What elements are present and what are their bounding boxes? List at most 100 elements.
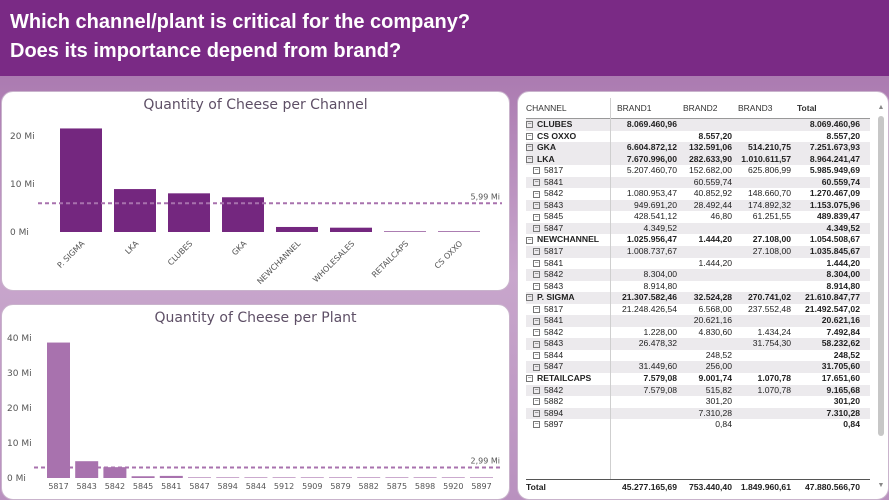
matrix-header-total[interactable]: Total [797, 103, 817, 113]
matrix-plant-row[interactable]: −5842 1.080.953,47 40.852,92 148.660,70 1.27… [526, 188, 870, 200]
matrix-header-row[interactable]: CHANNEL BRAND1 BRAND2 BRAND3 Total [526, 98, 870, 119]
expand-icon[interactable]: − [533, 305, 540, 313]
expand-icon[interactable]: − [526, 121, 533, 129]
expand-icon[interactable]: − [533, 202, 540, 210]
report-header: Which channel/plant is critical for the … [0, 0, 889, 76]
matrix-header-brand2[interactable]: BRAND2 [683, 103, 718, 113]
expand-icon[interactable]: − [526, 144, 533, 152]
matrix-plant-row[interactable]: −5894 7.310,28 7.310,28 [526, 407, 870, 420]
matrix-cell-total: 31.705,60 [821, 361, 860, 372]
matrix-plant-row[interactable]: −5847 31.449,60 256,00 31.705,60 [526, 361, 870, 374]
expand-icon[interactable]: − [533, 248, 540, 256]
expand-icon[interactable]: − [533, 259, 540, 267]
plant-chart-panel[interactable]: Quantity of Cheese per Plant 0 Mi 10 Mi 20… [1, 304, 510, 500]
matrix-plant-row[interactable]: −5847 4.349,52 4.349,52 [526, 222, 870, 235]
matrix-plant-row[interactable]: −5841 20.621,16 20.621,16 [526, 315, 870, 327]
expand-icon[interactable]: − [526, 132, 533, 140]
bar-cs-oxxo[interactable] [438, 231, 480, 232]
expand-icon[interactable]: − [533, 363, 540, 371]
matrix-channel-row[interactable]: − LKA 7.670.996,00 282.633,90 1.010.611,57 8.… [526, 153, 870, 166]
matrix-plant-row[interactable]: −5843 8.914,80 8.914,80 [526, 281, 870, 293]
bar-5845[interactable] [131, 476, 155, 478]
matrix-plant-row[interactable]: −5841 60.559,74 60.559,74 [526, 176, 870, 189]
bar-5843[interactable] [75, 461, 99, 478]
matrix-header-brand1[interactable]: BRAND1 [617, 103, 652, 113]
expand-icon[interactable]: − [533, 271, 540, 279]
matrix-cell-brand2: 6.568,00 [698, 303, 732, 314]
matrix-channel-row[interactable]: − RETAILCAPS 7.579,08 9.001,74 1.070,78 17.65… [526, 373, 870, 385]
expand-icon[interactable]: − [533, 329, 540, 337]
expand-icon[interactable]: − [533, 282, 540, 290]
bar-5844[interactable] [244, 477, 268, 478]
bar-newchannel[interactable] [276, 226, 318, 232]
bar-5894[interactable] [216, 477, 240, 478]
x-tick-label: 5842 [105, 482, 125, 491]
matrix-channel-row[interactable]: − GKA 6.604.872,12 132.591,06 514.210,75 7.25… [526, 142, 870, 154]
expand-icon[interactable]: − [533, 225, 540, 233]
expand-icon[interactable]: − [533, 398, 540, 406]
matrix-plant-row[interactable]: −5841 1.444,20 1.444,20 [526, 258, 870, 270]
matrix-plant-row[interactable]: −5842 1.228,00 4.830,60 1.434,24 7.492,84 [526, 327, 870, 339]
expand-icon[interactable]: − [533, 213, 540, 221]
matrix-plant-row[interactable]: −5844 248,52 248,52 [526, 350, 870, 362]
matrix-plant-row[interactable]: −5882 301,20 301,20 [526, 396, 870, 408]
bar-5817[interactable] [47, 342, 70, 478]
expand-icon[interactable]: − [533, 178, 540, 186]
scroll-up-arrow-icon[interactable]: ▲ [877, 104, 885, 111]
expand-icon[interactable]: − [533, 340, 540, 348]
bar-5909[interactable] [300, 477, 324, 478]
bar-5842[interactable] [103, 467, 127, 478]
bar-5898[interactable] [413, 477, 437, 478]
x-tick-label: 5845 [133, 482, 153, 491]
bar-5875[interactable] [385, 477, 409, 478]
bar-5879[interactable] [329, 477, 352, 478]
bar-p-sigma[interactable] [60, 128, 102, 232]
bar-5920[interactable] [441, 477, 465, 478]
bar-5882[interactable] [357, 477, 381, 478]
matrix-plant-row[interactable]: −5842 8.304,00 8.304,00 [526, 269, 870, 281]
matrix-row-label: − CLUBES [526, 119, 611, 131]
expand-icon[interactable]: − [533, 167, 540, 175]
matrix-scrollbar[interactable] [878, 116, 884, 436]
matrix-plant-row[interactable]: −5843 26.478,32 31.754,30 58.232,62 [526, 338, 870, 350]
scroll-down-arrow-icon[interactable]: ▼ [877, 482, 885, 489]
expand-icon[interactable]: − [526, 375, 533, 383]
bar-wholesales[interactable] [330, 227, 372, 232]
matrix-channel-row[interactable]: − CLUBES 8.069.460,96 8.069.460,96 [526, 119, 870, 131]
matrix-channel-row[interactable]: − P. SIGMA 21.307.582,46 32.524,28 270.741,0… [526, 292, 870, 304]
matrix-plant-row[interactable]: −5842 7.579,08 515,82 1.070,78 9.165,68 [526, 384, 870, 397]
channel-brand-matrix[interactable]: CHANNEL BRAND1 BRAND2 BRAND3 Total − CLUB… [526, 98, 870, 431]
bar-lka[interactable] [114, 189, 156, 232]
bar-retailcaps[interactable] [384, 231, 426, 232]
matrix-cell-brand1: 7.670.996,00 [626, 153, 677, 164]
matrix-plant-row[interactable]: −5845 428.541,12 46,80 61.251,55 489.839,47 [526, 211, 870, 223]
channel-bar-chart[interactable]: 0 Mi 10 Mi 20 Mi P. SIGMA LKA CLUBES GKA NEWCHA… [2, 92, 509, 290]
bar-5841[interactable] [159, 475, 183, 478]
expand-icon[interactable]: − [533, 421, 540, 429]
matrix-cell-total: 21.610.847,77 [805, 292, 860, 303]
matrix-plant-row[interactable]: −5897 0,84 0,84 [526, 419, 870, 431]
expand-icon[interactable]: − [533, 317, 540, 325]
plant-bar-chart[interactable]: 0 Mi 10 Mi 20 Mi 30 Mi 40 Mi 5817 5843 5842 5845… [2, 305, 509, 499]
expand-icon[interactable]: − [526, 155, 533, 163]
expand-icon[interactable]: − [526, 236, 533, 244]
expand-icon[interactable]: − [533, 409, 540, 417]
matrix-header-channel[interactable]: CHANNEL [526, 103, 567, 113]
channel-chart-panel[interactable]: Quantity of Cheese per Channel 0 Mi 10 Mi… [1, 91, 510, 291]
bar-5847[interactable] [188, 477, 211, 478]
expand-icon[interactable]: − [533, 352, 540, 360]
matrix-channel-row[interactable]: − CS OXXO 8.557,20 8.557,20 [526, 131, 870, 143]
expand-icon[interactable]: − [526, 294, 533, 302]
bar-5897[interactable] [470, 477, 493, 478]
matrix-channel-row[interactable]: − NEWCHANNEL 1.025.956,47 1.444,20 27.108,00… [526, 234, 870, 246]
expand-icon[interactable]: − [533, 190, 540, 198]
expand-icon[interactable]: − [533, 386, 540, 394]
matrix-plant-row[interactable]: −5817 5.207.460,70 152.682,00 625.806,99 5.9… [526, 165, 870, 177]
channel-brand-matrix-panel[interactable]: CHANNEL BRAND1 BRAND2 BRAND3 Total − CLUB… [517, 91, 889, 500]
matrix-plant-row[interactable]: −5843 949.691,20 28.492,44 174.892,32 1.153.… [526, 199, 870, 212]
bar-5912[interactable] [272, 477, 296, 478]
matrix-plant-row[interactable]: −5817 21.248.426,54 6.568,00 237.552,48 21.4… [526, 304, 870, 316]
bar-clubes[interactable] [168, 193, 210, 232]
matrix-plant-row[interactable]: −5817 1.008.737,67 27.108,00 1.035.845,67 [526, 246, 870, 258]
matrix-header-brand3[interactable]: BRAND3 [738, 103, 773, 113]
